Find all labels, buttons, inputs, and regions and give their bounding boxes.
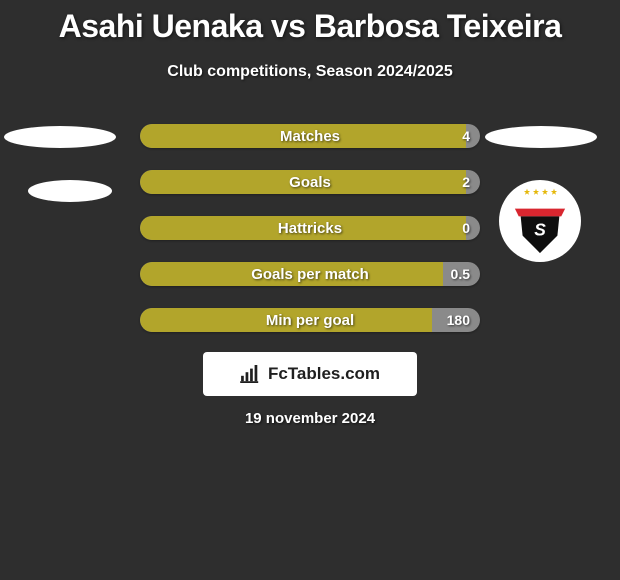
- left-avatar-placeholder-2: [28, 180, 112, 202]
- stat-bar-min-per-goal: Min per goal 180: [140, 308, 480, 332]
- star-icon: [541, 188, 549, 196]
- shield-icon: S: [511, 197, 569, 255]
- star-icon: [550, 188, 558, 196]
- stat-bar-value: 0: [462, 216, 470, 240]
- stat-bar-label: Min per goal: [140, 308, 480, 332]
- star-icon: [532, 188, 540, 196]
- stat-bar-label: Goals: [140, 170, 480, 194]
- page-title: Asahi Uenaka vs Barbosa Teixeira: [0, 0, 620, 45]
- stat-bars: Matches 4 Goals 2 Hattricks 0 Goals per …: [140, 124, 480, 354]
- page-root: Asahi Uenaka vs Barbosa Teixeira Club co…: [0, 0, 620, 580]
- stat-bar-value: 2: [462, 170, 470, 194]
- stat-bar-label: Matches: [140, 124, 480, 148]
- stat-bar-matches: Matches 4: [140, 124, 480, 148]
- team-badge: S: [511, 188, 569, 255]
- svg-text:S: S: [534, 219, 546, 239]
- right-avatar-placeholder: [485, 126, 597, 148]
- page-subtitle: Club competitions, Season 2024/2025: [0, 63, 620, 81]
- team-badge-container: S: [499, 180, 581, 262]
- stat-bar-goals-per-match: Goals per match 0.5: [140, 262, 480, 286]
- stat-bar-goals: Goals 2: [140, 170, 480, 194]
- star-icon: [523, 188, 531, 196]
- left-avatar-placeholder-1: [4, 126, 116, 148]
- team-badge-stars: [523, 188, 558, 196]
- stat-bar-value: 4: [462, 124, 470, 148]
- brand-text: FcTables.com: [268, 364, 380, 384]
- stat-bar-hattricks: Hattricks 0: [140, 216, 480, 240]
- stat-bar-value: 180: [447, 308, 470, 332]
- date-line: 19 november 2024: [0, 410, 620, 427]
- stat-bar-label: Hattricks: [140, 216, 480, 240]
- brand-box[interactable]: FcTables.com: [203, 352, 417, 396]
- bar-chart-icon: [240, 365, 262, 383]
- stat-bar-label: Goals per match: [140, 262, 480, 286]
- stat-bar-value: 0.5: [451, 262, 470, 286]
